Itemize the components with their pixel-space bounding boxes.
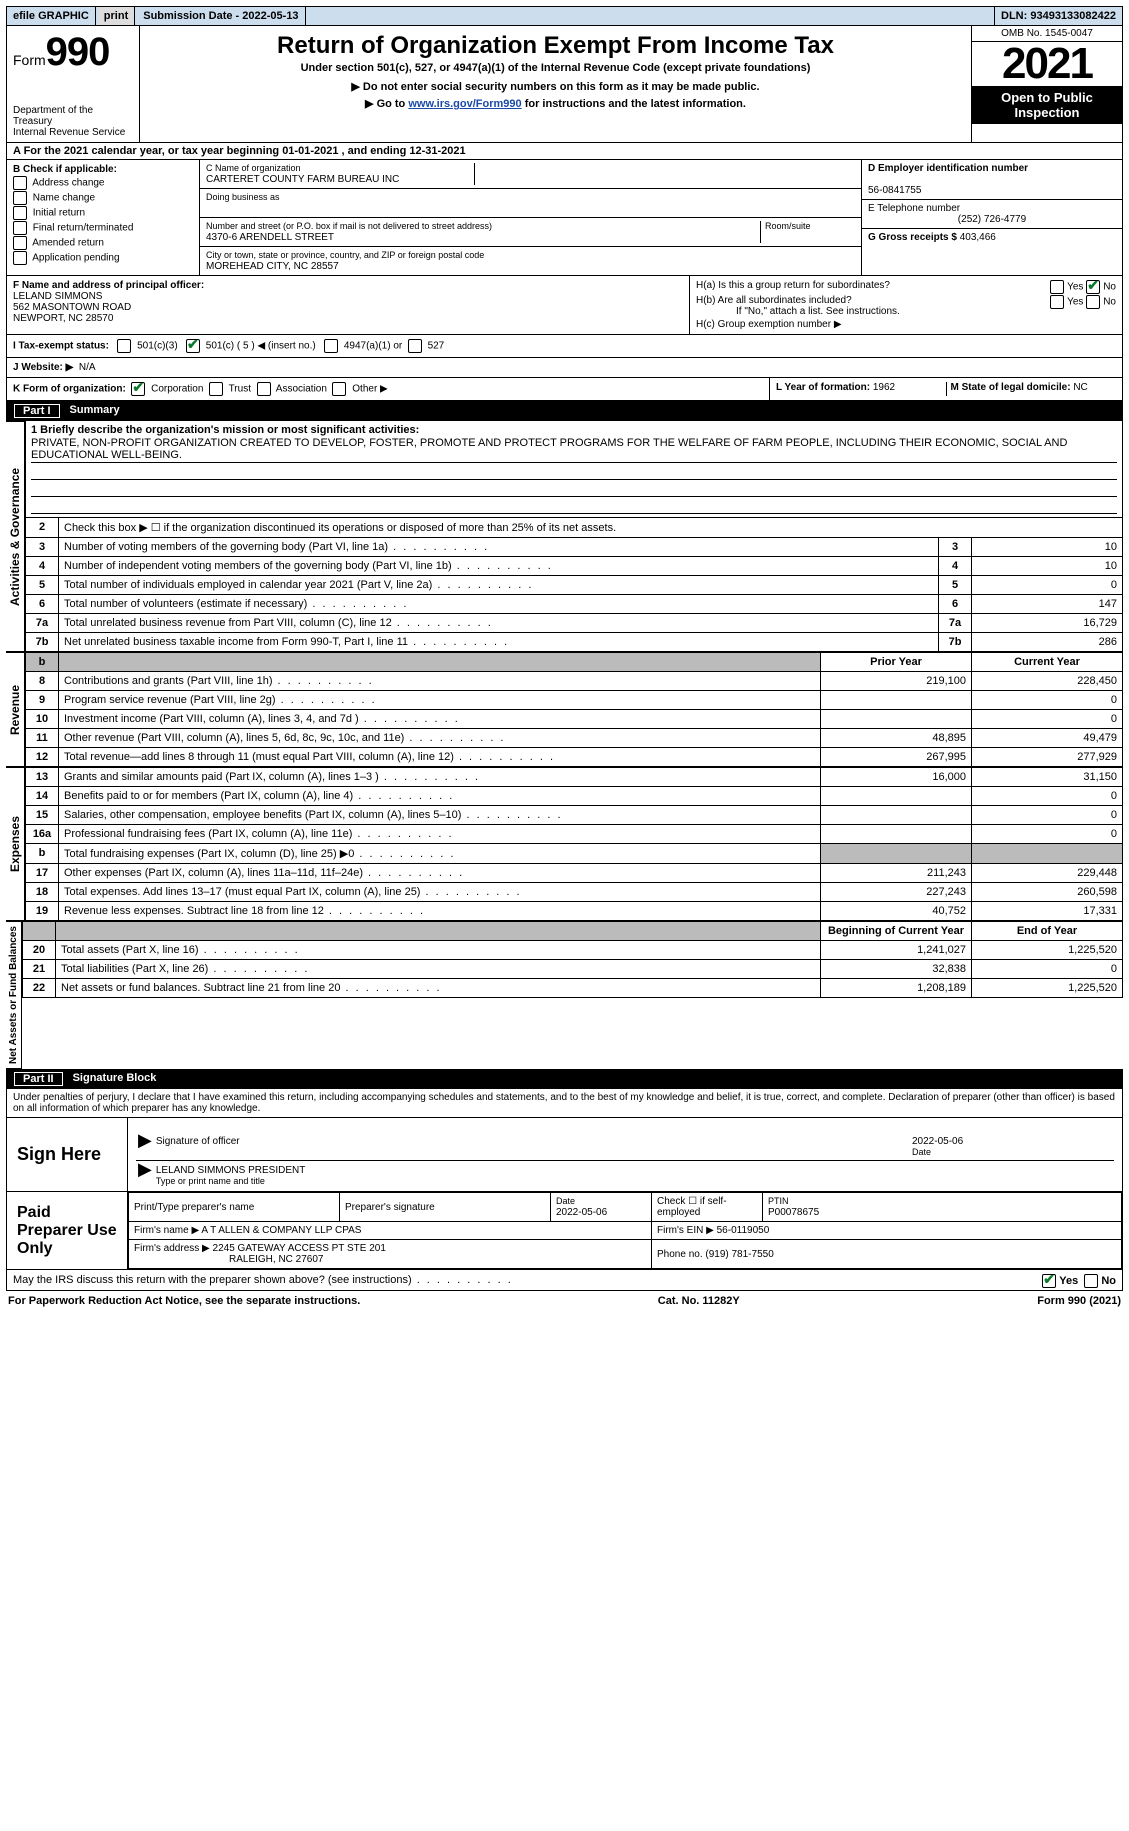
table-row: 18Total expenses. Add lines 13–17 (must …	[26, 883, 1123, 902]
part-2-header: Part IISignature Block	[6, 1069, 1123, 1089]
penalties-text: Under penalties of perjury, I declare th…	[6, 1089, 1123, 1118]
table-row: 7bNet unrelated business taxable income …	[26, 633, 1123, 652]
table-row: 14Benefits paid to or for members (Part …	[26, 787, 1123, 806]
table-row: 22Net assets or fund balances. Subtract …	[23, 979, 1123, 998]
subtitle-2: ▶ Do not enter social security numbers o…	[148, 80, 963, 93]
row-k: K Form of organization: Corporation Trus…	[6, 378, 1123, 401]
gross-receipts: 403,466	[960, 232, 996, 243]
line-a: A For the 2021 calendar year, or tax yea…	[6, 143, 1123, 160]
form-title: Return of Organization Exempt From Incom…	[148, 32, 963, 60]
ein: 56-0841755	[868, 185, 921, 196]
sign-here-label: Sign Here	[7, 1118, 128, 1191]
label-netassets: Net Assets or Fund Balances	[6, 921, 22, 1069]
summary-netassets: Beginning of Current Year End of Year 20…	[22, 921, 1123, 998]
table-row: 9Program service revenue (Part VIII, lin…	[26, 691, 1123, 710]
table-row: 16aProfessional fundraising fees (Part I…	[26, 825, 1123, 844]
table-row: bTotal fundraising expenses (Part IX, co…	[26, 844, 1123, 864]
org-name: CARTERET COUNTY FARM BUREAU INC	[206, 174, 399, 185]
table-row: 4Number of independent voting members of…	[26, 557, 1123, 576]
org-city: MOREHEAD CITY, NC 28557	[206, 261, 339, 272]
print-button[interactable]: print	[98, 7, 135, 25]
table-row: 10Investment income (Part VIII, column (…	[26, 710, 1123, 729]
table-row: 15Salaries, other compensation, employee…	[26, 806, 1123, 825]
dln: DLN: 93493133082422	[994, 7, 1122, 25]
checkbox-option[interactable]: Address change	[13, 176, 193, 190]
checkbox-option[interactable]: Final return/terminated	[13, 221, 193, 235]
table-row: 17Other expenses (Part IX, column (A), l…	[26, 864, 1123, 883]
checkbox-option[interactable]: Name change	[13, 191, 193, 205]
table-row: 5Total number of individuals employed in…	[26, 576, 1123, 595]
label-expenses: Expenses	[6, 767, 25, 921]
label-revenue: Revenue	[6, 652, 25, 767]
col-d: D Employer identification number56-08417…	[861, 160, 1122, 275]
ptin: P00078675	[768, 1207, 819, 1218]
open-to-public: Open to Public Inspection	[972, 86, 1122, 124]
table-row: 20Total assets (Part X, line 16)1,241,02…	[23, 941, 1123, 960]
table-row: 11Other revenue (Part VIII, column (A), …	[26, 729, 1123, 748]
checkbox-option[interactable]: Initial return	[13, 206, 193, 220]
dept-treasury: Department of the Treasury Internal Reve…	[13, 105, 133, 138]
row-f-h: F Name and address of principal officer:…	[6, 276, 1123, 335]
table-row: 21Total liabilities (Part X, line 26)32,…	[23, 960, 1123, 979]
block-bcd: B Check if applicable: Address change Na…	[6, 160, 1123, 276]
efile-label: efile GRAPHIC	[7, 7, 96, 25]
top-bar: efile GRAPHIC print Submission Date - 20…	[6, 6, 1123, 26]
irs-link[interactable]: www.irs.gov/Form990	[408, 98, 521, 110]
submission-date: Submission Date - 2022-05-13	[137, 7, 305, 25]
table-row: 8Contributions and grants (Part VIII, li…	[26, 672, 1123, 691]
form-number: Form990	[13, 30, 133, 75]
discuss-row: May the IRS discuss this return with the…	[6, 1270, 1123, 1291]
officer-signed-name: LELAND SIMMONS PRESIDENT	[156, 1165, 305, 1176]
summary-activities: 1 Briefly describe the organization's mi…	[25, 421, 1123, 652]
paid-preparer-label: Paid Preparer Use Only	[7, 1192, 128, 1269]
summary-expenses: 13Grants and similar amounts paid (Part …	[25, 767, 1123, 921]
subtitle-1: Under section 501(c), 527, or 4947(a)(1)…	[148, 62, 963, 74]
telephone: (252) 726-4779	[868, 214, 1116, 225]
col-b: B Check if applicable: Address change Na…	[7, 160, 200, 275]
checkbox-option[interactable]: Application pending	[13, 251, 193, 265]
form-header: Form990 Department of the Treasury Inter…	[6, 26, 1123, 143]
table-row: 19Revenue less expenses. Subtract line 1…	[26, 902, 1123, 921]
col-c: C Name of organization CARTERET COUNTY F…	[200, 160, 861, 275]
sign-date: 2022-05-06Date	[912, 1136, 1112, 1158]
footer: For Paperwork Reduction Act Notice, see …	[6, 1291, 1123, 1311]
part-1-header: Part ISummary	[6, 401, 1123, 421]
sign-here-block: Sign Here ▶ Signature of officer 2022-05…	[6, 1118, 1123, 1192]
officer-name: LELAND SIMMONS	[13, 291, 102, 302]
summary-revenue: b Prior Year Current Year 8Contributions…	[25, 652, 1123, 767]
paid-preparer-block: Paid Preparer Use Only Print/Type prepar…	[6, 1192, 1123, 1270]
label-activities: Activities & Governance	[6, 421, 25, 652]
table-row: 7aTotal unrelated business revenue from …	[26, 614, 1123, 633]
row-j: J Website: ▶ N/A	[6, 358, 1123, 378]
table-row: 12Total revenue—add lines 8 through 11 (…	[26, 748, 1123, 767]
firm-name: A T ALLEN & COMPANY LLP CPAS	[201, 1225, 361, 1236]
table-row: 13Grants and similar amounts paid (Part …	[26, 768, 1123, 787]
checkbox-option[interactable]: Amended return	[13, 236, 193, 250]
org-street: 4370-6 ARENDELL STREET	[206, 232, 334, 243]
mission-text: PRIVATE, NON-PROFIT ORGANIZATION CREATED…	[31, 436, 1117, 463]
tax-year: 2021	[972, 42, 1122, 86]
table-row: 3Number of voting members of the governi…	[26, 538, 1123, 557]
subtitle-3: ▶ Go to www.irs.gov/Form990 for instruct…	[148, 97, 963, 110]
table-row: 6Total number of volunteers (estimate if…	[26, 595, 1123, 614]
row-i: I Tax-exempt status: 501(c)(3) 501(c) ( …	[6, 335, 1123, 358]
